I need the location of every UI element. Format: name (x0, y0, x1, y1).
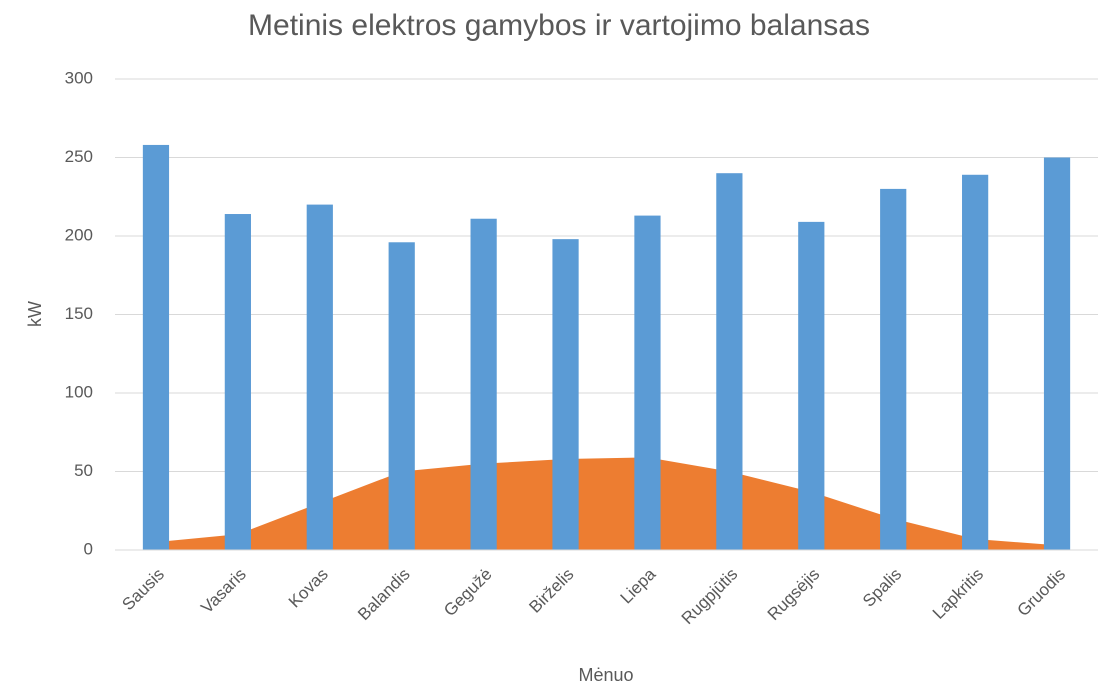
area (155, 457, 1058, 550)
y-tick-label: 0 (84, 539, 93, 558)
bar (798, 221, 825, 550)
y-tick-label: 100 (65, 382, 93, 401)
bar (634, 215, 661, 550)
x-tick-label: Gruodis (1014, 565, 1070, 621)
bar (552, 239, 579, 550)
x-tick-label: Balandis (354, 565, 414, 625)
y-axis-label: kW (25, 301, 45, 327)
x-axis-label: Mėnuo (578, 665, 633, 685)
x-tick-label: Rugpjūtis (678, 565, 742, 629)
bar (880, 188, 907, 550)
x-tick-label: Sausis (118, 565, 168, 615)
chart-title: Metinis elektros gamybos ir vartojimo ba… (248, 9, 870, 42)
x-tick-label: Vasaris (197, 565, 250, 618)
y-tick-label: 50 (74, 461, 93, 480)
bar (142, 144, 170, 550)
x-tick-label: Rugsėjis (764, 565, 824, 625)
bar (306, 204, 333, 550)
x-tick-label: Liepa (617, 564, 660, 607)
bar (470, 218, 497, 551)
bar (388, 242, 415, 550)
x-tick-label: Kovas (285, 565, 332, 612)
bar (1043, 157, 1071, 550)
y-tick-label: 200 (65, 225, 93, 244)
x-tick-label: Gegužė (440, 565, 496, 621)
bar (224, 214, 251, 550)
x-tick-label: Birželis (525, 565, 577, 617)
x-tick-label: Lapkritis (929, 565, 987, 623)
y-tick-label: 150 (65, 304, 93, 323)
y-tick-label: 250 (65, 147, 93, 166)
x-tick-label: Spalis (859, 565, 905, 611)
bar (962, 174, 989, 550)
bar (716, 173, 743, 550)
y-tick-label: 300 (65, 68, 93, 87)
